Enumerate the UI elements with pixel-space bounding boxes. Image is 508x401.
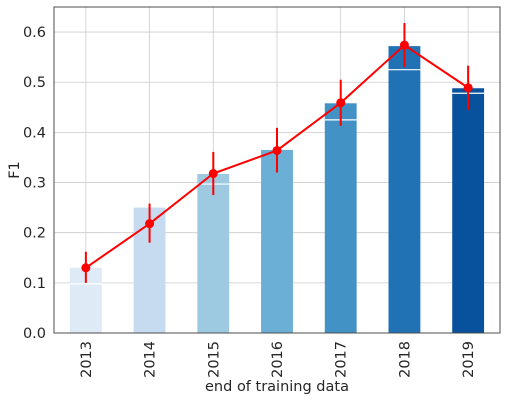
y-tick-label: 0.2 xyxy=(23,226,46,242)
bar-2017 xyxy=(324,103,357,334)
y-tick-label: 0.0 xyxy=(23,326,46,342)
x-axis-label: end of training data xyxy=(205,379,349,395)
bar-2019 xyxy=(452,88,485,333)
f1-point-2019 xyxy=(463,83,473,93)
x-tick-label: 2017 xyxy=(334,341,350,378)
y-tick-label: 0.3 xyxy=(23,176,46,192)
bar-2015 xyxy=(197,174,230,333)
bar-2016 xyxy=(261,149,293,333)
x-tick-label: 2014 xyxy=(143,341,159,378)
x-tick-label: 2015 xyxy=(206,341,222,378)
y-axis-label: F1 xyxy=(7,161,23,179)
bar-2018 xyxy=(388,46,421,334)
y-axis-ticks: 0.0 0.1 0.2 0.3 0.4 0.5 0.6 xyxy=(23,25,46,342)
f1-point-2018 xyxy=(399,40,409,50)
y-tick-label: 0.1 xyxy=(23,276,46,292)
bars xyxy=(69,46,485,334)
f1-point-2015 xyxy=(208,169,218,179)
f1-point-2016 xyxy=(272,145,282,155)
y-tick-label: 0.4 xyxy=(23,125,46,141)
x-tick-label: 2019 xyxy=(461,341,477,378)
f1-point-2014 xyxy=(145,219,155,229)
y-tick-label: 0.5 xyxy=(23,75,46,91)
y-tick-label: 0.6 xyxy=(23,25,46,41)
f1-point-2013 xyxy=(81,263,91,273)
f1-point-2017 xyxy=(336,98,346,108)
plot-frame xyxy=(53,6,501,334)
x-tick-label: 2016 xyxy=(270,341,286,378)
x-tick-label: 2013 xyxy=(79,341,95,378)
f1-line-series xyxy=(81,23,473,283)
x-tick-label: 2018 xyxy=(397,341,413,378)
x-axis-ticks: 2013 2014 2015 2016 2017 2018 2019 xyxy=(79,341,477,378)
